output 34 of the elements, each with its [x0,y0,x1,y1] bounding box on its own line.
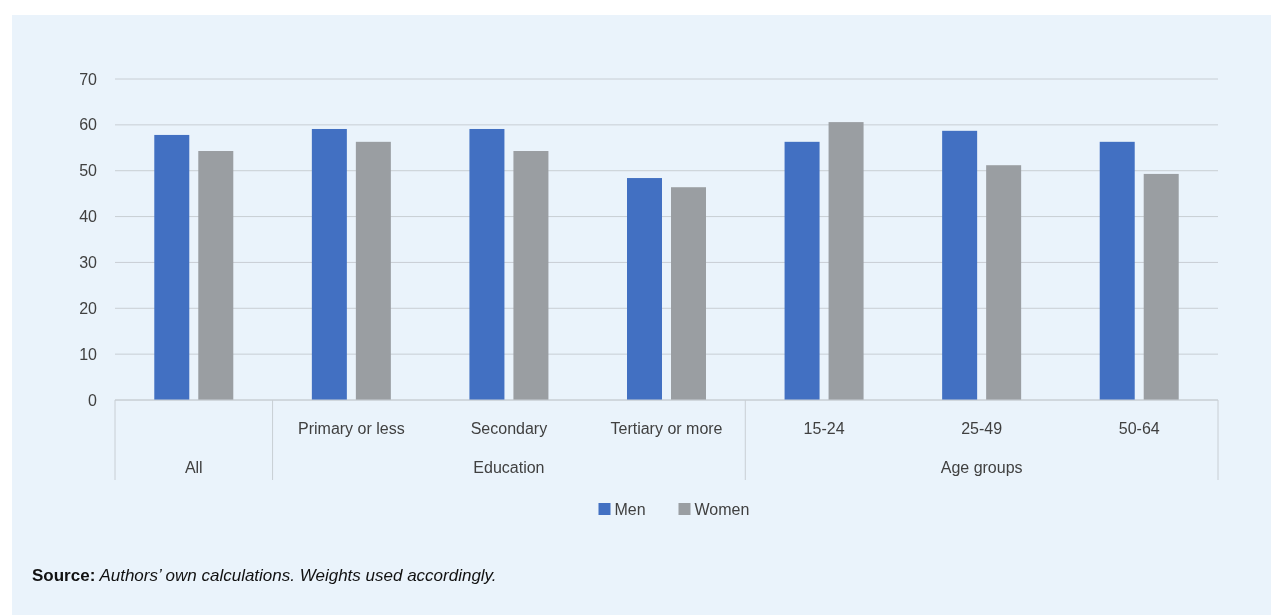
x-tick-label: Secondary [470,419,548,437]
legend-label: Men [614,500,646,518]
text: Education [473,458,545,476]
y-tick-label: 30 [79,254,98,272]
y-tick-label: 40 [79,208,98,226]
x-tick-label: Tertiary or more [610,419,723,437]
source-note: Source: Authors’ own calculations. Weights used accordingly. [32,566,497,585]
y-tick-label: 0 [88,391,98,409]
bar [198,151,234,400]
x-tick-label: 50-64 [1118,419,1160,437]
bar [986,165,1022,400]
bar [311,128,347,400]
bar [828,122,864,400]
x-tick-label: 25-49 [961,419,1003,437]
y-tick-label: 50 [79,162,98,180]
bar [784,141,820,400]
bar [1099,141,1135,400]
x-tick-label: 15-24 [803,419,845,437]
bar [513,151,549,400]
text: Age groups [940,458,1023,476]
text: All [184,458,203,476]
bar [469,128,505,400]
y-tick-label: 60 [79,116,98,134]
bar [671,187,706,400]
bar [1143,173,1179,400]
y-tick-label: 70 [79,70,98,88]
x-tick-label: Primary or less [298,419,405,437]
bar [355,141,391,400]
y-tick-label: 20 [79,299,98,317]
y-tick-label: 10 [79,345,98,363]
bar [627,178,662,400]
legend-label: Women [694,500,750,518]
bar [942,130,978,400]
bar [154,134,190,400]
